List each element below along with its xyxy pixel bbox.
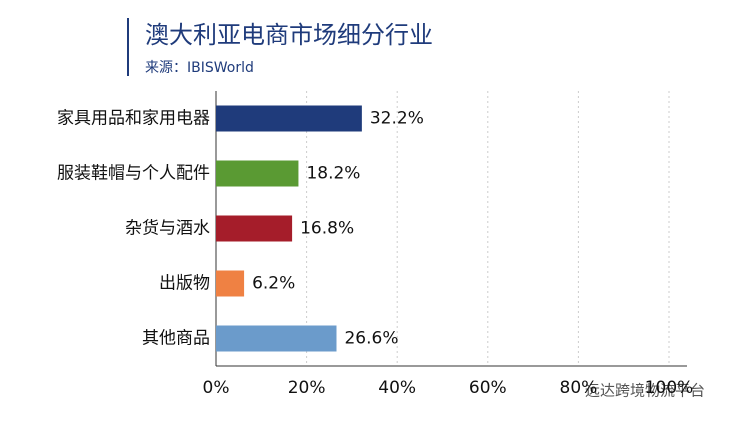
y-tick-label: 服装鞋帽与个人配件 xyxy=(57,164,210,184)
bar xyxy=(216,325,337,352)
chart-title: 澳大利亚电商市场细分行业 xyxy=(145,21,433,49)
bar xyxy=(216,105,362,132)
value-label: 26.6% xyxy=(344,329,398,349)
watermark: 远达跨境物流平台 xyxy=(585,382,705,400)
value-label: 32.2% xyxy=(370,109,424,129)
x-tick-label: 0% xyxy=(203,378,230,398)
y-tick-label: 家具用品和家用电器 xyxy=(57,109,210,129)
bar xyxy=(216,215,293,242)
x-tick-label: 100% xyxy=(645,378,694,398)
bar xyxy=(216,270,245,297)
y-tick-label: 其他商品 xyxy=(142,329,210,349)
bar xyxy=(216,160,299,187)
x-tick-label: 40% xyxy=(378,378,416,398)
x-tick-label: 20% xyxy=(288,378,326,398)
chart-subtitle: 来源：IBISWorld xyxy=(145,60,254,76)
x-tick-label: 60% xyxy=(469,378,507,398)
x-tick-label: 80% xyxy=(560,378,598,398)
y-tick-label: 杂货与酒水 xyxy=(125,219,210,239)
y-tick-label: 出版物 xyxy=(159,274,210,294)
value-label: 16.8% xyxy=(300,219,354,239)
value-label: 18.2% xyxy=(306,164,360,184)
value-label: 6.2% xyxy=(252,274,295,294)
